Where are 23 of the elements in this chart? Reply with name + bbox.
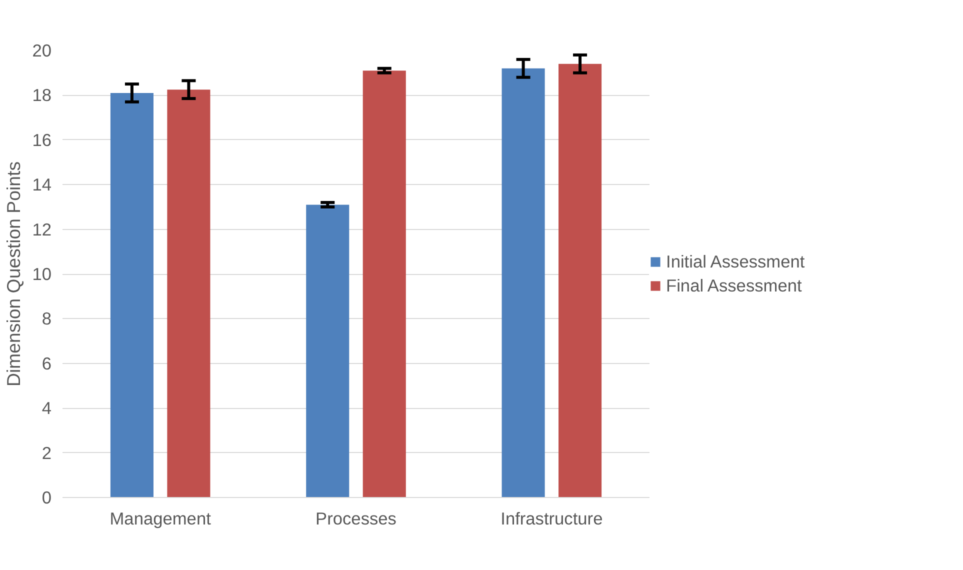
y-tick-label: 2 <box>42 442 52 463</box>
legend-label: Final Assessment <box>666 275 802 296</box>
bar <box>502 68 545 498</box>
bar <box>167 90 210 498</box>
y-tick-label: 8 <box>42 308 52 329</box>
y-tick-label: 4 <box>42 398 52 418</box>
y-axis-title: Dimension Question Points <box>3 161 24 387</box>
x-tick-label: Infrastructure <box>500 508 603 528</box>
bar <box>110 92 154 498</box>
bar <box>362 70 406 498</box>
y-tick-label: 12 <box>32 219 52 240</box>
y-tick-label: 16 <box>32 130 52 150</box>
bar <box>306 204 350 498</box>
y-tick-label: 14 <box>32 174 52 195</box>
bar <box>558 64 602 498</box>
y-tick-label: 0 <box>42 488 52 508</box>
y-tick-label: 6 <box>42 353 52 374</box>
y-tick-label: 10 <box>32 264 52 284</box>
x-tick-label: Management <box>110 508 212 528</box>
y-tick-label: 18 <box>32 85 52 106</box>
x-tick-label: Processes <box>316 508 397 528</box>
y-tick-label: 20 <box>32 40 52 60</box>
legend-label: Initial Assessment <box>666 251 805 272</box>
